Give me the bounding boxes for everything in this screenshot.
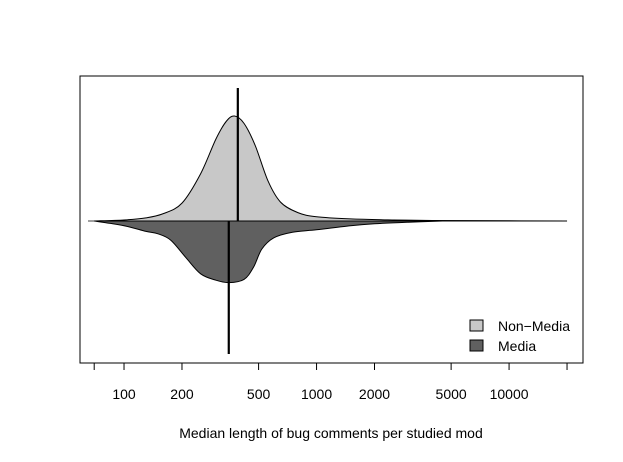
legend-swatch	[469, 339, 484, 352]
x-tick-label: 2000	[359, 386, 390, 402]
x-tick-label: 10000	[490, 386, 529, 402]
legend-label: Non−Media	[498, 318, 570, 334]
x-axis: 100 200 500 1000 2000 5000 10000	[93, 362, 568, 402]
x-axis-label: Median length of bug comments per studie…	[179, 425, 483, 441]
legend-swatch	[469, 319, 484, 332]
beans-layer	[94, 115, 568, 284]
x-tick-label: 500	[247, 386, 271, 402]
x-tick-label: 200	[170, 386, 194, 402]
x-tick-label: 100	[112, 386, 136, 402]
bean-media	[94, 220, 443, 284]
x-tick-label: 5000	[436, 386, 467, 402]
bean-non-media	[94, 115, 568, 222]
x-tick-label: 1000	[301, 386, 332, 402]
legend-label: Media	[498, 338, 536, 354]
legend: Non−Media Media	[469, 318, 570, 354]
median-lines-layer	[88, 88, 568, 354]
